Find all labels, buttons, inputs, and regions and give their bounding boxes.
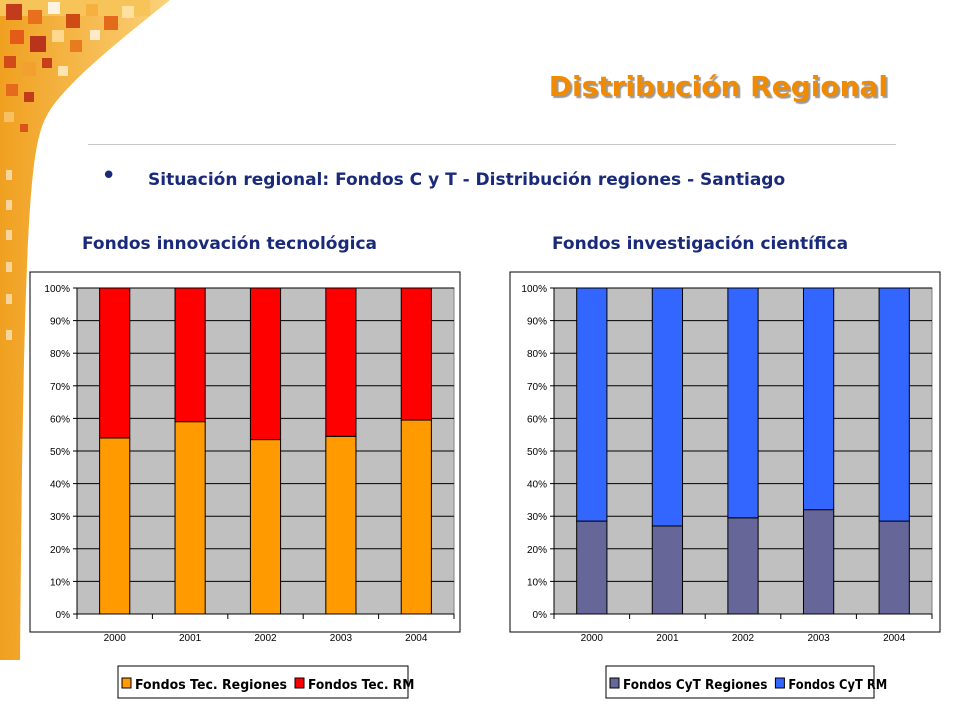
y-tick-label: 30% [50,512,70,523]
bar-fondos-tec-regiones-2004 [400,419,432,615]
y-tick-label: 80% [527,349,547,360]
chart-left-title: Fondos innovación tecnológica [82,234,378,254]
bar-fondos-tec-regiones-2002 [249,439,282,615]
x-tick-label: 2004 [405,633,428,644]
bar-fondos-tec-regiones-2000 [99,437,131,615]
legend-box [605,665,875,699]
y-tick-label: 60% [50,414,70,425]
legend-swatch [774,677,785,689]
x-tick-label: 2001 [656,633,679,644]
bar-fondos-tec-rm-2001 [174,287,206,423]
legend-label: Fondos Tec. Regiones [135,678,287,693]
bar-fondos-tec-regiones-2001 [174,421,206,615]
y-tick-label: 0% [533,610,548,621]
bar-fondos-tec-rm-2002 [249,287,282,441]
y-tick-label: 100% [44,284,70,295]
bar-fondos-cyt-regiones-2003 [802,509,835,615]
y-tick-label: 70% [527,382,547,393]
y-tick-label: 0% [56,610,71,621]
legend-label: Fondos CyT RM [788,678,887,693]
y-tick-label: 90% [527,317,547,328]
bar-fondos-cyt-regiones-2002 [727,517,759,615]
bar-fondos-tec-regiones-2003 [325,435,357,615]
legend-box [117,665,409,699]
title-divider [88,144,896,145]
y-tick-label: 10% [527,577,547,588]
bar-fondos-tec-rm-2000 [99,287,131,439]
x-tick-label: 2002 [254,633,277,644]
bar-fondos-cyt-rm-2004 [878,287,910,522]
x-tick-label: 2002 [732,633,755,644]
x-tick-label: 2003 [807,633,830,644]
legend-swatch [121,677,132,689]
chart-right-title: Fondos investigación científica [552,234,849,254]
x-tick-label: 2000 [581,633,604,644]
bullet-dot: • [101,161,117,191]
y-tick-label: 50% [50,447,70,458]
y-tick-label: 90% [50,317,70,328]
legend-swatch [294,677,305,689]
bar-fondos-cyt-regiones-2000 [576,520,608,615]
x-tick-label: 2000 [104,633,127,644]
y-tick-label: 80% [50,349,70,360]
bullet-text: Situación regional: Fondos C y T - Distr… [148,170,786,190]
bar-fondos-cyt-rm-2003 [802,287,835,511]
y-tick-label: 60% [527,414,547,425]
legend-label: Fondos Tec. RM [308,678,414,693]
y-tick-label: 70% [50,382,70,393]
y-tick-label: 40% [527,480,547,491]
y-tick-label: 30% [527,512,547,523]
bar-fondos-cyt-rm-2002 [727,287,759,519]
x-tick-label: 2001 [179,633,202,644]
slide-title: Distribución Regional [548,70,888,103]
bar-fondos-cyt-regiones-2004 [878,520,910,615]
bar-fondos-cyt-rm-2000 [576,287,608,522]
legend-label: Fondos CyT Regiones [623,678,768,693]
y-tick-label: 10% [50,577,70,588]
x-tick-label: 2003 [330,633,353,644]
bar-fondos-cyt-rm-2001 [651,287,684,527]
y-tick-label: 40% [50,480,70,491]
legend-swatch [609,677,620,689]
bar-fondos-tec-rm-2003 [325,287,357,437]
y-tick-label: 50% [527,447,547,458]
y-tick-label: 100% [521,284,547,295]
y-tick-label: 20% [527,545,547,556]
bar-fondos-cyt-regiones-2001 [651,525,684,615]
bar-fondos-tec-rm-2004 [400,287,432,421]
x-tick-label: 2004 [883,633,906,644]
y-tick-label: 20% [50,545,70,556]
